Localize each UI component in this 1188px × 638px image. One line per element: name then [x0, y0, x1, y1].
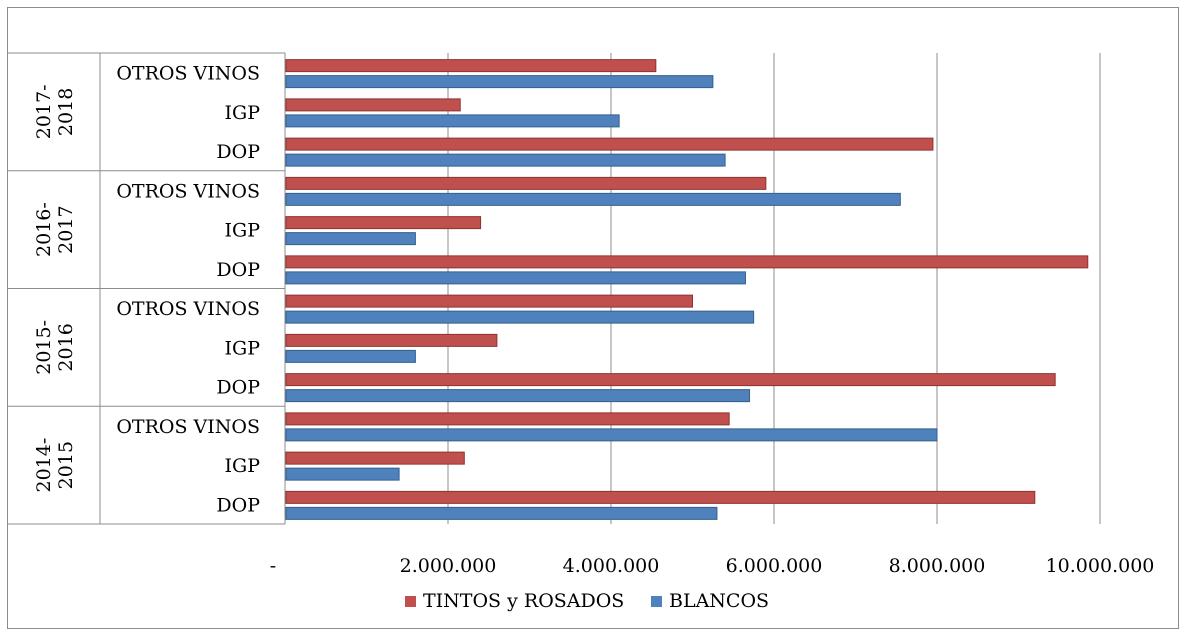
category-label: IGP — [225, 455, 261, 477]
bar-blancos — [285, 153, 726, 167]
legend-swatch — [651, 596, 662, 607]
category-label: IGP — [225, 220, 261, 242]
group-label-line: 2014- — [33, 438, 55, 493]
value-tick-label: 10.000.000 — [1046, 555, 1155, 577]
bar-tintos-rosados — [285, 490, 1036, 504]
bar-blancos — [285, 75, 714, 89]
bar-tintos-rosados — [285, 137, 934, 151]
bar-tintos-rosados — [285, 373, 1056, 387]
group-label-line: 2015 — [55, 441, 77, 489]
bar-tintos-rosados — [285, 216, 482, 230]
bar-blancos — [285, 310, 755, 324]
category-label: OTROS VINOS — [116, 180, 260, 202]
category-label: IGP — [225, 102, 261, 124]
bar-blancos — [285, 232, 416, 246]
legend-swatch — [405, 596, 416, 607]
bar-tintos-rosados — [285, 294, 693, 308]
value-tick-label: 4.000.000 — [563, 555, 660, 577]
legend-label: TINTOS y ROSADOS — [423, 590, 624, 612]
value-tick-label: 8.000.000 — [889, 555, 986, 577]
bar-tintos-rosados — [285, 412, 730, 426]
bar-blancos — [285, 349, 416, 363]
legend-label: BLANCOS — [669, 590, 769, 612]
bar-tintos-rosados — [285, 255, 1089, 269]
value-tick-label: - — [270, 555, 276, 577]
category-label: OTROS VINOS — [116, 63, 260, 85]
bar-tintos-rosados — [285, 333, 498, 347]
bar-blancos — [285, 389, 751, 403]
group-label-line: 2016- — [33, 202, 55, 257]
bar-tintos-rosados — [285, 451, 465, 465]
category-label: DOP — [216, 377, 260, 399]
bar-tintos-rosados — [285, 59, 657, 73]
bar-tintos-rosados — [285, 176, 767, 190]
group-label-line: 2018 — [55, 88, 77, 136]
group-label-line: 2017- — [33, 84, 55, 139]
category-label: IGP — [225, 337, 261, 359]
bar-blancos — [285, 114, 620, 128]
category-label: OTROS VINOS — [116, 298, 260, 320]
group-label-line: 2016 — [55, 323, 77, 371]
category-label: OTROS VINOS — [116, 416, 260, 438]
bar-tintos-rosados — [285, 98, 461, 112]
bar-blancos — [285, 467, 400, 481]
category-label: DOP — [216, 494, 260, 516]
bar-blancos — [285, 428, 938, 442]
group-label-line: 2015- — [33, 320, 55, 375]
group-label: 2016-2017 — [33, 202, 77, 257]
value-tick-label: 2.000.000 — [400, 555, 497, 577]
group-label-line: 2017 — [55, 205, 77, 253]
category-label: DOP — [216, 259, 260, 281]
group-label: 2015-2016 — [33, 320, 77, 375]
bar-blancos — [285, 192, 901, 206]
value-tick-label: 6.000.000 — [726, 555, 823, 577]
category-label: DOP — [216, 141, 260, 163]
group-label: 2017-2018 — [33, 84, 77, 139]
bar-blancos — [285, 271, 746, 285]
bar-blancos — [285, 506, 718, 520]
group-label: 2014-2015 — [33, 438, 77, 493]
